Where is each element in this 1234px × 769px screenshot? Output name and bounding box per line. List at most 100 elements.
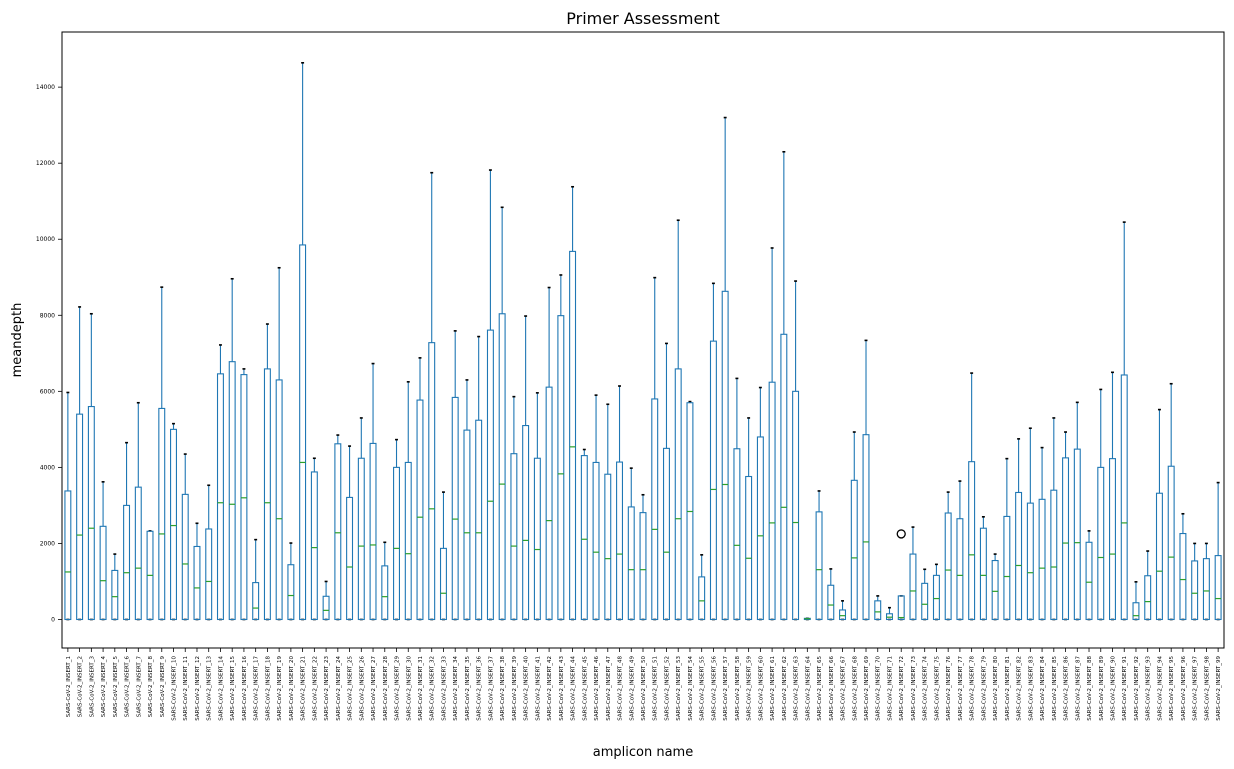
x-tick-label: SARS-CoV-2_INSERT_2 <box>78 656 84 717</box>
box-68 <box>850 431 858 621</box>
iqr-box <box>1015 491 1023 621</box>
x-tick-label: SARS-CoV-2_INSERT_58 <box>735 656 741 721</box>
iqr-box <box>1085 541 1093 621</box>
iqr-box <box>486 329 494 621</box>
x-tick-label: SARS-CoV-2_INSERT_19 <box>277 656 283 721</box>
box-23 <box>322 580 330 621</box>
box-91 <box>1120 221 1128 621</box>
box-5 <box>111 553 119 621</box>
y-tick-label: 10000 <box>36 236 55 243</box>
box-44 <box>569 185 577 621</box>
iqr-box <box>193 545 201 621</box>
iqr-box <box>1167 465 1175 621</box>
iqr-box <box>1062 457 1070 621</box>
x-tick-label: SARS-CoV-2_INSERT_98 <box>1204 656 1210 721</box>
box-85 <box>1050 417 1058 621</box>
iqr-box <box>439 547 447 621</box>
iqr-box <box>991 559 999 621</box>
box-72 <box>896 529 906 621</box>
x-tick-label: SARS-CoV-2_INSERT_52 <box>664 656 670 721</box>
box-39 <box>510 395 518 621</box>
x-tick-label: SARS-CoV-2_INSERT_27 <box>371 656 377 721</box>
box-32 <box>428 171 436 621</box>
box-31 <box>416 357 424 621</box>
x-tick-label: SARS-CoV-2_INSERT_33 <box>441 656 447 721</box>
iqr-box <box>64 490 72 621</box>
iqr-box <box>428 342 436 621</box>
iqr-box <box>1026 502 1034 621</box>
x-tick-label: SARS-CoV-2_INSERT_63 <box>794 656 800 721</box>
iqr-box <box>862 434 870 621</box>
x-tick-label: SARS-CoV-2_INSERT_21 <box>301 656 307 721</box>
x-tick-label: SARS-CoV-2_INSERT_74 <box>923 656 929 721</box>
box-81 <box>1003 457 1011 621</box>
box-25 <box>346 445 354 621</box>
iqr-box <box>897 595 905 621</box>
x-tick-label: SARS-CoV-2_INSERT_25 <box>348 656 354 721</box>
box-75 <box>932 563 940 621</box>
iqr-box <box>1109 458 1116 621</box>
iqr-box <box>475 419 483 621</box>
iqr-box <box>698 576 706 621</box>
x-tick-label: SARS-CoV-2_INSERT_4 <box>101 655 107 717</box>
box-90 <box>1109 371 1116 621</box>
x-tick-label: SARS-CoV-2_INSERT_12 <box>195 656 201 721</box>
y-tick-label: 4000 <box>40 464 55 471</box>
box-6 <box>123 441 131 621</box>
box-56 <box>709 282 717 621</box>
iqr-box <box>580 455 588 621</box>
x-tick-label: SARS-CoV-2_INSERT_31 <box>418 656 424 721</box>
x-tick-label: SARS-CoV-2_INSERT_93 <box>1146 656 1152 721</box>
outlier-point <box>896 529 906 539</box>
box-94 <box>1155 408 1163 621</box>
x-tick-label: SARS-CoV-2_INSERT_69 <box>864 656 870 721</box>
x-tick-label: SARS-CoV-2_INSERT_46 <box>594 656 600 721</box>
iqr-box <box>944 512 952 621</box>
x-tick-label: SARS-CoV-2_INSERT_1 <box>66 656 72 717</box>
box-9 <box>158 286 166 621</box>
x-tick-label: SARS-CoV-2_INSERT_47 <box>606 656 612 721</box>
iqr-box <box>745 475 753 621</box>
iqr-box <box>616 461 624 621</box>
box-11 <box>181 453 189 621</box>
y-tick-label: 12000 <box>36 160 55 167</box>
x-tick-label: SARS-CoV-2_INSERT_85 <box>1052 656 1058 721</box>
iqr-box <box>921 582 929 621</box>
box-67 <box>839 600 847 621</box>
x-tick-label: SARS-CoV-2_INSERT_34 <box>453 656 459 721</box>
iqr-box <box>522 425 530 621</box>
x-tick-label: SARS-CoV-2_INSERT_97 <box>1193 656 1199 721</box>
x-tick-label: SARS-CoV-2_INSERT_40 <box>524 656 530 721</box>
iqr-box <box>1038 498 1046 621</box>
iqr-box <box>369 442 377 621</box>
box-49 <box>627 467 635 621</box>
iqr-box <box>498 313 506 621</box>
x-tick-label: SARS-CoV-2_INSERT_17 <box>254 656 260 721</box>
iqr-box <box>111 569 119 621</box>
iqr-box <box>1144 575 1152 621</box>
iqr-box <box>533 457 541 621</box>
box-53 <box>674 219 682 621</box>
y-tick-label: 0 <box>51 616 55 623</box>
box-37 <box>486 169 494 621</box>
iqr-box <box>123 504 131 621</box>
box-99 <box>1214 481 1222 621</box>
iqr-box <box>240 374 248 621</box>
box-92 <box>1132 581 1140 621</box>
box-93 <box>1144 550 1152 621</box>
iqr-box <box>346 496 354 621</box>
x-tick-label: SARS-CoV-2_INSERT_64 <box>805 656 811 721</box>
box-21 <box>299 61 307 621</box>
x-tick-label: SARS-CoV-2_INSERT_14 <box>218 656 224 721</box>
box-38 <box>498 206 506 621</box>
x-tick-label: SARS-CoV-2_INSERT_76 <box>946 656 952 721</box>
x-tick-label: SARS-CoV-2_INSERT_26 <box>359 656 365 721</box>
iqr-box <box>76 413 84 621</box>
x-tick-label: SARS-CoV-2_INSERT_29 <box>395 656 401 721</box>
x-tick-label: SARS-CoV-2_INSERT_24 <box>336 656 342 721</box>
box-35 <box>463 379 471 621</box>
iqr-box <box>1073 448 1081 621</box>
iqr-box <box>979 527 987 621</box>
iqr-box <box>393 466 400 621</box>
iqr-box <box>1097 466 1105 621</box>
